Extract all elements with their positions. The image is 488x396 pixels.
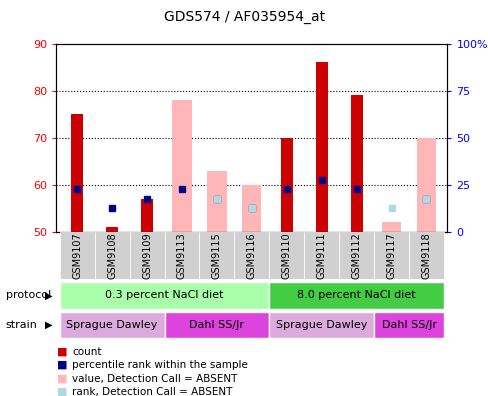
- Bar: [304, 232, 339, 279]
- Text: 8.0 percent NaCl diet: 8.0 percent NaCl diet: [297, 290, 415, 301]
- Text: Sprague Dawley: Sprague Dawley: [66, 320, 158, 330]
- Bar: [60, 282, 269, 308]
- Text: GSM9115: GSM9115: [211, 232, 222, 279]
- Bar: [373, 312, 443, 338]
- Text: GSM9112: GSM9112: [351, 232, 361, 279]
- Text: count: count: [72, 346, 102, 357]
- Bar: [199, 232, 234, 279]
- Bar: [269, 232, 304, 279]
- Bar: [164, 312, 269, 338]
- Text: rank, Detection Call = ABSENT: rank, Detection Call = ABSENT: [72, 387, 232, 396]
- Bar: [141, 199, 153, 232]
- Text: GSM9107: GSM9107: [72, 232, 82, 279]
- Bar: [373, 232, 408, 279]
- Text: ■: ■: [57, 387, 68, 396]
- Text: ■: ■: [57, 360, 68, 370]
- Bar: [129, 232, 164, 279]
- Bar: [60, 312, 164, 338]
- Bar: [339, 232, 373, 279]
- Text: GSM9113: GSM9113: [177, 232, 186, 279]
- Bar: [106, 227, 118, 232]
- Text: protocol: protocol: [6, 290, 51, 301]
- Text: GSM9110: GSM9110: [281, 232, 291, 279]
- Text: value, Detection Call = ABSENT: value, Detection Call = ABSENT: [72, 373, 237, 384]
- Bar: [280, 138, 292, 232]
- Text: GSM9118: GSM9118: [421, 232, 430, 279]
- Text: 0.3 percent NaCl diet: 0.3 percent NaCl diet: [105, 290, 224, 301]
- Text: GSM9108: GSM9108: [107, 232, 117, 279]
- Bar: [408, 232, 443, 279]
- Text: Dahl SS/Jr: Dahl SS/Jr: [381, 320, 436, 330]
- Bar: [172, 100, 191, 232]
- Bar: [71, 114, 83, 232]
- Bar: [164, 232, 199, 279]
- Bar: [269, 312, 373, 338]
- Text: ▶: ▶: [45, 290, 53, 301]
- Text: Sprague Dawley: Sprague Dawley: [275, 320, 366, 330]
- Bar: [381, 222, 400, 232]
- Bar: [315, 62, 327, 232]
- Text: GSM9117: GSM9117: [386, 232, 396, 279]
- Bar: [350, 95, 362, 232]
- Text: GSM9109: GSM9109: [142, 232, 152, 279]
- Text: Dahl SS/Jr: Dahl SS/Jr: [189, 320, 244, 330]
- Text: GDS574 / AF035954_at: GDS574 / AF035954_at: [163, 10, 325, 24]
- Bar: [242, 185, 261, 232]
- Text: ■: ■: [57, 346, 68, 357]
- Bar: [234, 232, 269, 279]
- Bar: [60, 232, 95, 279]
- Bar: [269, 282, 443, 308]
- Text: ■: ■: [57, 373, 68, 384]
- Bar: [95, 232, 129, 279]
- Bar: [416, 138, 435, 232]
- Text: GSM9111: GSM9111: [316, 232, 326, 279]
- Text: GSM9116: GSM9116: [246, 232, 256, 279]
- Text: ▶: ▶: [45, 320, 53, 330]
- Text: strain: strain: [6, 320, 38, 330]
- Bar: [207, 171, 226, 232]
- Text: percentile rank within the sample: percentile rank within the sample: [72, 360, 248, 370]
